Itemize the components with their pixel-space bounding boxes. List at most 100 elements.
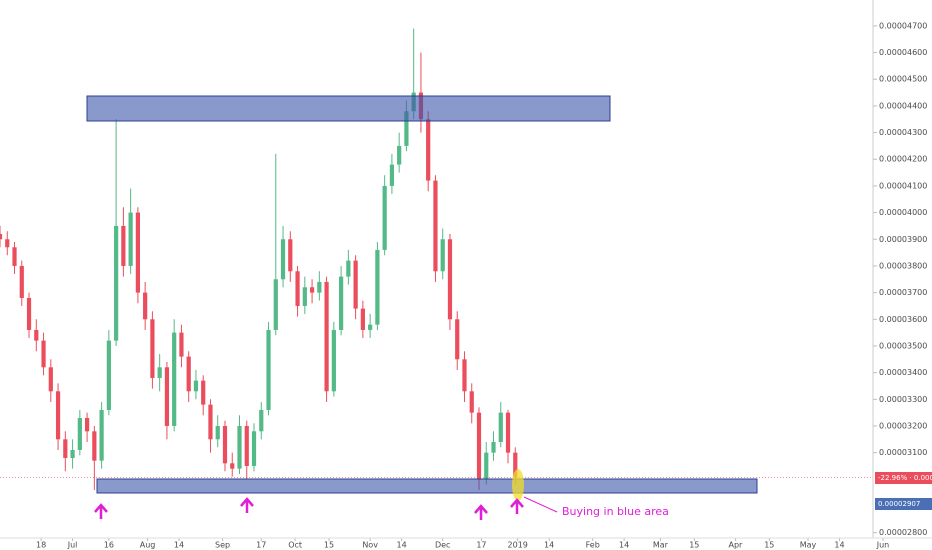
candle-body: [186, 356, 191, 392]
y-tick-label: 0.00004200: [879, 155, 927, 164]
candle-body: [404, 111, 409, 146]
x-tick-label: 14: [619, 541, 629, 550]
candle-body: [179, 332, 184, 357]
x-tick-label: Jun: [876, 541, 890, 550]
candle-body: [92, 431, 97, 461]
y-tick-label: 0.00003300: [879, 395, 927, 404]
candle-body: [353, 260, 358, 309]
y-tick-label: 0.00003700: [879, 288, 927, 297]
price-label: -22.96% · 0.00003007: [878, 474, 932, 482]
candle-body: [368, 324, 373, 330]
candle-body: [462, 359, 467, 392]
candle-body: [397, 145, 402, 165]
x-tick-label: 17: [476, 541, 486, 550]
candle-body: [106, 340, 111, 410]
x-tick-label: Dec: [435, 541, 450, 550]
candle-body: [309, 287, 315, 293]
x-tick-label: 16: [104, 541, 114, 550]
x-tick-label: Sep: [215, 541, 230, 550]
candle-body: [222, 425, 228, 464]
candle-body: [121, 225, 126, 266]
candle-body: [498, 412, 503, 442]
candle-body: [114, 225, 119, 341]
y-tick-label: 0.00004400: [879, 101, 927, 110]
candle-body: [34, 329, 39, 341]
candle-body: [288, 239, 293, 272]
y-tick-label: 0.00002800: [879, 528, 927, 537]
candle-body: [48, 367, 53, 392]
x-tick-label: 17: [256, 541, 266, 550]
y-tick-label: 0.00003500: [879, 341, 927, 350]
arrow: [240, 497, 254, 513]
arrows: [94, 497, 524, 520]
price-label-box: [875, 472, 932, 484]
y-tick-label: 0.00003100: [879, 448, 927, 457]
candle-body: [63, 439, 68, 458]
candle-body: [135, 212, 140, 293]
candle-body: [164, 367, 170, 426]
y-tick-label: 0.00004700: [879, 21, 927, 30]
candle-body: [447, 239, 453, 320]
x-tick-label: 14: [544, 541, 554, 550]
candle-body: [389, 164, 395, 186]
candle-body: [201, 380, 206, 405]
candle-body: [513, 452, 518, 478]
y-tick-label: 0.00004100: [879, 181, 927, 190]
candle-body: [324, 281, 329, 392]
x-tick-label: Apr: [729, 541, 744, 550]
x-tick-label: 15: [689, 541, 699, 550]
candle-body: [360, 308, 365, 330]
candle-body: [426, 119, 431, 181]
candle-body: [5, 239, 10, 248]
candle-body: [339, 276, 344, 330]
candle-body: [77, 417, 82, 450]
y-tick-label: 0.00004300: [879, 128, 927, 137]
price-label: 0.00002907: [878, 500, 920, 508]
y-tick-label: 0.00004600: [879, 48, 927, 57]
annotation-line: [523, 496, 558, 513]
candle-body: [172, 332, 177, 426]
candle-body: [157, 367, 162, 378]
candle-body: [346, 260, 351, 277]
candle-body: [230, 463, 235, 469]
arrow: [510, 498, 524, 514]
plot: 0.00002800 0.00003100 0.00003200 0.00003300…: [0, 21, 927, 550]
candle-body: [193, 380, 199, 392]
candle-body: [237, 425, 242, 469]
candle-body: [273, 279, 278, 330]
candle-body: [266, 329, 271, 410]
x-tick-label: 14: [396, 541, 406, 550]
candle-body: [491, 441, 496, 453]
candle-body: [469, 391, 474, 413]
arrow: [94, 503, 108, 519]
candle-body: [208, 404, 213, 440]
candle-body: [99, 409, 104, 461]
annotation: Buying in blue area: [562, 505, 669, 518]
candle-body: [317, 281, 322, 293]
candle-body: [26, 297, 32, 330]
price-label-box: [875, 498, 932, 510]
x-tick-label: May: [800, 541, 817, 550]
x-tick-label: 14: [174, 541, 184, 550]
x-tick-label: 14: [834, 541, 844, 550]
y-tick-label: 0.00004000: [879, 208, 927, 217]
candle-body: [382, 185, 387, 250]
candle-body: [259, 409, 264, 432]
y-tick-label: 0.00003200: [879, 421, 927, 430]
candle-body: [244, 425, 249, 466]
resistance-zone: [86, 95, 611, 122]
candle-body: [70, 449, 75, 458]
candle-body: [12, 247, 17, 266]
x-tick-label: Mar: [653, 541, 669, 550]
candle-body: [375, 249, 380, 325]
y-tick-label: 0.00004500: [879, 75, 927, 84]
x-tick-label: Jul: [67, 541, 78, 550]
y-tick-label: 0.00003800: [879, 261, 927, 270]
candle-body: [41, 340, 46, 368]
candle-body: [455, 319, 460, 360]
candle-body: [143, 292, 148, 320]
x-tick-label: 2019: [508, 541, 528, 550]
x-tick-label: Feb: [586, 541, 600, 550]
